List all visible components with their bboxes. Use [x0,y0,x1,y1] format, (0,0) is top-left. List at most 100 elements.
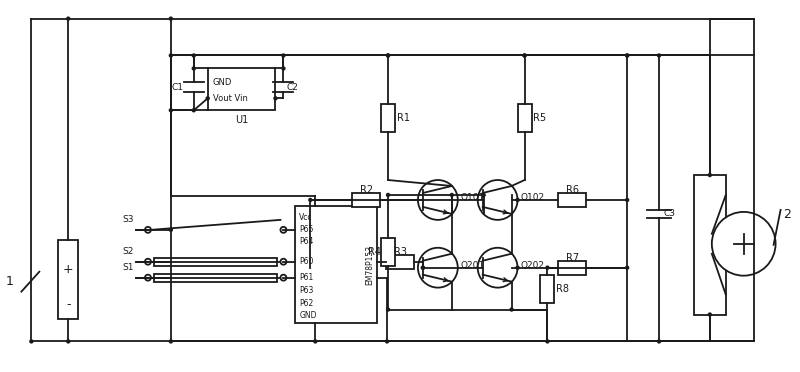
Text: R7: R7 [566,253,579,263]
Circle shape [478,248,518,288]
Circle shape [206,96,210,100]
Circle shape [169,260,173,264]
Text: P64: P64 [299,237,314,246]
Text: R5: R5 [534,113,546,123]
Circle shape [145,275,151,280]
Text: U1: U1 [235,115,248,125]
Circle shape [418,248,458,288]
Circle shape [281,227,286,233]
Circle shape [274,96,278,100]
Circle shape [169,53,173,58]
Circle shape [712,212,775,276]
Circle shape [66,339,70,344]
Bar [381,238,395,266]
Circle shape [657,339,662,344]
Bar [541,275,554,302]
Text: Vcc: Vcc [299,214,313,222]
Circle shape [169,275,173,280]
Circle shape [386,307,390,312]
Text: EM78P153: EM78P153 [366,245,374,285]
Circle shape [282,53,286,58]
Text: C1: C1 [172,83,184,92]
Circle shape [625,266,630,270]
Text: +: + [63,263,74,276]
Circle shape [657,53,662,58]
Text: R8: R8 [557,283,570,294]
Circle shape [386,193,390,197]
Text: GND: GND [299,311,317,320]
Circle shape [29,339,34,344]
Text: Q201: Q201 [461,261,485,270]
Text: Q101: Q101 [461,193,485,202]
Circle shape [515,198,520,202]
Circle shape [169,108,173,112]
Circle shape [421,266,425,270]
Circle shape [282,66,286,71]
Text: -: - [66,298,70,311]
Text: 1: 1 [6,275,14,288]
Circle shape [546,266,550,270]
Text: P61: P61 [299,273,314,282]
Text: R2: R2 [360,185,373,195]
Circle shape [281,275,286,280]
Bar [58,240,78,320]
Circle shape [308,198,313,202]
Circle shape [515,266,520,270]
Circle shape [482,193,486,197]
Text: S2: S2 [122,247,134,256]
Text: C2: C2 [286,83,298,92]
Circle shape [281,259,286,265]
Circle shape [145,227,151,233]
Circle shape [169,339,173,344]
Text: P65: P65 [299,225,314,234]
Text: R6: R6 [566,185,579,195]
Text: P63: P63 [299,286,314,295]
Text: GND: GND [213,78,232,87]
Bar [208,68,275,110]
Text: Q202: Q202 [521,261,545,270]
Text: Vout Vin: Vout Vin [213,94,247,103]
Text: P60: P60 [299,257,314,266]
Circle shape [66,16,70,21]
Circle shape [313,339,318,344]
Circle shape [450,193,454,197]
Text: R3: R3 [394,247,407,257]
Circle shape [625,198,630,202]
Bar [558,261,586,275]
Circle shape [478,180,518,220]
Circle shape [625,53,630,58]
Text: 2: 2 [783,208,791,221]
Circle shape [625,53,630,58]
Bar [352,193,379,207]
Circle shape [169,228,173,232]
Text: R1: R1 [397,113,410,123]
Circle shape [191,108,196,112]
Circle shape [708,312,712,317]
Text: R4: R4 [368,247,381,257]
Circle shape [169,16,173,21]
Circle shape [386,53,390,58]
Circle shape [191,53,196,58]
Bar [558,193,586,207]
Bar [295,206,377,324]
Bar [518,104,531,132]
Circle shape [191,66,196,71]
Circle shape [421,266,425,270]
Circle shape [418,180,458,220]
Bar [381,104,395,132]
Text: S1: S1 [122,263,134,272]
Text: S3: S3 [122,215,134,224]
Circle shape [546,339,550,344]
Circle shape [522,53,526,58]
Text: P62: P62 [299,299,314,308]
Circle shape [385,339,390,344]
Text: C3: C3 [663,209,675,218]
Circle shape [145,259,151,265]
Bar [154,274,278,282]
Bar [386,255,414,269]
Text: Q102: Q102 [521,193,545,202]
Bar [694,175,726,314]
Circle shape [386,53,390,58]
Circle shape [510,307,514,312]
Bar [154,258,278,266]
